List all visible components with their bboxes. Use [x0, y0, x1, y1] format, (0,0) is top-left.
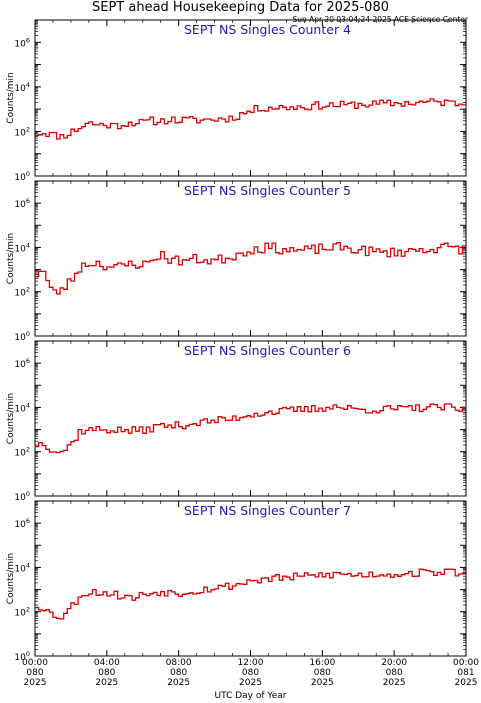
chart-panel-1: 100 102 104 106 Counts/min SEPT NS Singles Co… [6, 19, 467, 183]
x-tick-year-label: 2025 [239, 678, 262, 688]
x-tick-day-label: 080 [314, 668, 331, 678]
page-title: SEPT ahead Housekeeping Data for 2025-08… [92, 0, 389, 15]
y-tick-label: 100 [14, 330, 30, 343]
plot-frame [34, 500, 467, 657]
plot-frame [34, 340, 467, 497]
x-tick-label: 00:00 [22, 658, 48, 668]
x-tick-year-label: 2025 [311, 678, 334, 688]
y-tick-label: 104 [14, 241, 30, 254]
y-tick-label: 106 [14, 517, 30, 530]
y-tick-label: 100 [14, 490, 30, 503]
x-tick-label: 08:00 [166, 658, 192, 668]
x-tick-label: 12:00 [238, 658, 264, 668]
panel-title: SEPT NS Singles Counter 7 [184, 503, 351, 518]
y-tick-label: 106 [14, 36, 30, 49]
y-tick-label: 100 [14, 650, 30, 663]
y-axis-label: Counts/min [6, 553, 16, 604]
series-line [35, 568, 466, 620]
y-tick-label: 106 [14, 357, 30, 370]
x-tick-label: 00:00 [453, 658, 479, 668]
series-line [35, 241, 466, 295]
y-tick-label: 102 [14, 606, 30, 619]
panel-title: SEPT NS Singles Counter 5 [184, 183, 351, 198]
chart-panel-3: 100 102 104 106 Counts/min SEPT NS Singles Co… [6, 340, 467, 503]
y-tick-label: 104 [14, 561, 30, 574]
y-axis-label: Counts/min [6, 72, 16, 123]
x-tick-year-label: 2025 [24, 678, 47, 688]
plot-frame [34, 19, 467, 177]
series-line [35, 403, 466, 454]
x-tick-year-label: 2025 [455, 678, 478, 688]
x-tick-label: 04:00 [94, 658, 120, 668]
x-tick-day-label: 080 [98, 668, 115, 678]
y-tick-label: 100 [14, 170, 30, 183]
y-tick-label: 106 [14, 197, 30, 210]
y-axis-label: Counts/min [6, 393, 16, 444]
x-tick-day-label: 081 [457, 668, 474, 678]
chart-panel-2: 100 102 104 106 Counts/min SEPT NS Singles Co… [6, 180, 467, 343]
y-tick-label: 104 [14, 401, 30, 414]
x-tick-day-label: 080 [170, 668, 187, 678]
series-line [35, 98, 466, 140]
y-tick-label: 104 [14, 81, 30, 94]
x-axis-label: UTC Day of Year [215, 691, 287, 701]
plot-frame [34, 180, 467, 337]
x-tick-label: 20:00 [381, 658, 407, 668]
x-tick-day-label: 080 [386, 668, 403, 678]
x-tick-year-label: 2025 [167, 678, 190, 688]
x-tick-day-label: 080 [26, 668, 43, 678]
y-tick-label: 102 [14, 125, 30, 138]
x-tick-label: 16:00 [309, 658, 335, 668]
x-tick-year-label: 2025 [383, 678, 406, 688]
chart-panel-4: 100 102 104 106 Counts/min SEPT NS Singles Co… [6, 500, 467, 663]
x-tick-year-label: 2025 [95, 678, 118, 688]
x-tick-day-label: 080 [242, 668, 259, 678]
panel-title: SEPT NS Singles Counter 4 [184, 22, 351, 37]
y-tick-label: 102 [14, 286, 30, 299]
panel-title: SEPT NS Singles Counter 6 [184, 343, 351, 358]
y-tick-label: 102 [14, 446, 30, 459]
y-axis-label: Counts/min [6, 233, 16, 284]
